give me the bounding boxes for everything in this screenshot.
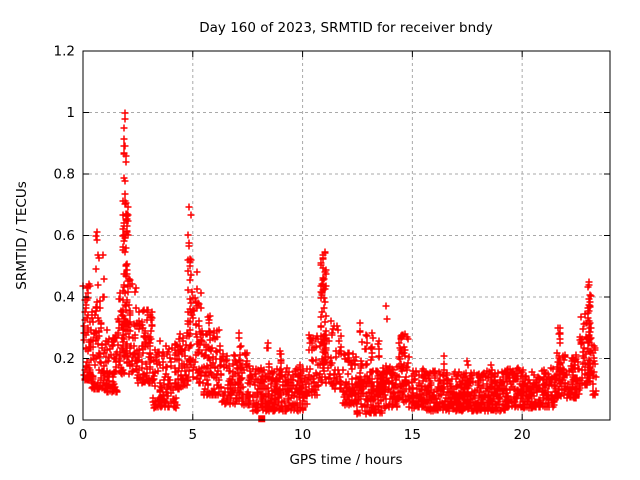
x-tick-label: 20	[514, 427, 531, 443]
y-tick-label: 0	[66, 413, 75, 429]
y-tick-label: 1	[66, 105, 75, 121]
square-marker	[258, 415, 266, 423]
x-axis-label: GPS time / hours	[289, 452, 402, 468]
scatter-points	[79, 109, 600, 418]
y-tick-label: 0.6	[54, 228, 75, 244]
chart-title: Day 160 of 2023, SRMTID for receiver bnd…	[199, 20, 492, 36]
y-tick-label: 0.8	[54, 167, 75, 183]
x-tick-label: 15	[404, 427, 421, 443]
y-tick-label: 0.2	[54, 351, 75, 367]
x-tick-label: 0	[79, 427, 88, 443]
y-tick-label: 1.2	[54, 44, 75, 60]
y-tick-label: 0.4	[54, 290, 75, 306]
x-tick-label: 5	[188, 427, 197, 443]
axis-ticks-and-labels: 0 5 10 15 20 0 0.2 0.4 0.6 0.8 1 1.2	[54, 44, 610, 443]
x-tick-label: 10	[294, 427, 311, 443]
gridlines	[83, 51, 610, 420]
y-axis-label: SRMTID / TECUs	[14, 181, 30, 289]
scatter-points-layer	[79, 109, 600, 423]
